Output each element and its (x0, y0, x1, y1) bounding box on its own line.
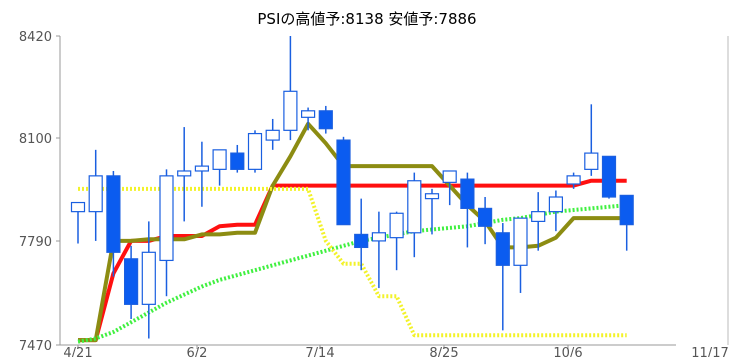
candle (460, 172, 475, 248)
x-tick-label: 6/2 (187, 346, 208, 357)
candle (407, 172, 422, 258)
candle (247, 130, 263, 173)
candle (548, 190, 564, 232)
candle (371, 211, 386, 289)
candle-body-up (531, 211, 546, 222)
candle-body-up (442, 170, 457, 183)
x-tick-label: 8/25 (429, 346, 458, 357)
candle-body-up (566, 175, 581, 185)
candle-body-up (548, 196, 564, 213)
candle-body-up (389, 212, 404, 239)
candle-body-up (177, 170, 192, 177)
candle-body-up (70, 201, 86, 213)
candle (442, 170, 457, 206)
candle (495, 223, 510, 331)
candle-body-down (619, 194, 634, 226)
candle-body-down (123, 258, 139, 305)
candle (106, 170, 121, 277)
y-axis: 8420 8100 7790 7470 (19, 30, 61, 354)
candle-body-down (478, 207, 493, 227)
candle-body-up (194, 165, 209, 172)
candle-body-down (460, 178, 475, 209)
candle-body-down (230, 152, 245, 170)
candle (354, 198, 369, 271)
x-tick-label: 10/6 (553, 346, 582, 357)
candle-body-down (495, 232, 510, 266)
candle (318, 105, 333, 134)
candle (584, 104, 599, 176)
candle (513, 217, 528, 293)
candle (531, 192, 546, 251)
candle-body-up (88, 175, 103, 213)
candle (301, 107, 316, 131)
x-tick-label: 11/17 (691, 346, 728, 357)
candle-body-up (159, 175, 174, 262)
candle (601, 155, 617, 199)
candle-body-down (318, 110, 333, 130)
candle (177, 127, 192, 222)
candle-body-up (301, 110, 316, 118)
candle-body-up (265, 129, 280, 141)
candle-body-up (513, 217, 528, 266)
candle-body-down (354, 233, 369, 249)
candle-body-up (212, 149, 227, 170)
candle (230, 144, 245, 173)
candle (336, 136, 351, 226)
candle (424, 188, 440, 235)
y-tick-label: 8100 (19, 132, 52, 147)
candle (123, 245, 139, 319)
candle (159, 169, 174, 297)
candle-body-up (407, 180, 422, 234)
x-axis: 4/21 6/2 7/14 8/25 10/6 11/17 (60, 344, 729, 357)
x-tick-label: 7/14 (305, 346, 334, 357)
y-tick-label: 7790 (19, 235, 52, 250)
y-tick-label: 7470 (19, 339, 52, 354)
candle-body-down (106, 175, 121, 253)
candle-body-down (601, 155, 617, 198)
series-line-3 (77, 203, 627, 344)
candle-body-up (247, 132, 263, 170)
candle (194, 141, 209, 207)
candle (283, 36, 298, 141)
candle-body-up (283, 90, 298, 131)
x-tick-label: 4/21 (63, 346, 92, 357)
candle (70, 201, 86, 244)
candle-body-up (424, 193, 440, 200)
candle (88, 149, 103, 241)
candle (212, 149, 227, 186)
candle-body-up (141, 251, 156, 305)
candle-body-up (371, 232, 386, 242)
candle-body-down (336, 139, 351, 226)
candle (478, 197, 493, 245)
candle (265, 118, 280, 150)
candle (619, 194, 634, 251)
candle (566, 172, 581, 189)
candle-body-up (584, 152, 599, 170)
candle (141, 221, 156, 339)
candle (389, 211, 404, 271)
chart-title: PSIの高値予:8138 安値予:7886 (257, 10, 476, 28)
candles (70, 36, 634, 339)
y-tick-label: 8420 (19, 30, 52, 45)
